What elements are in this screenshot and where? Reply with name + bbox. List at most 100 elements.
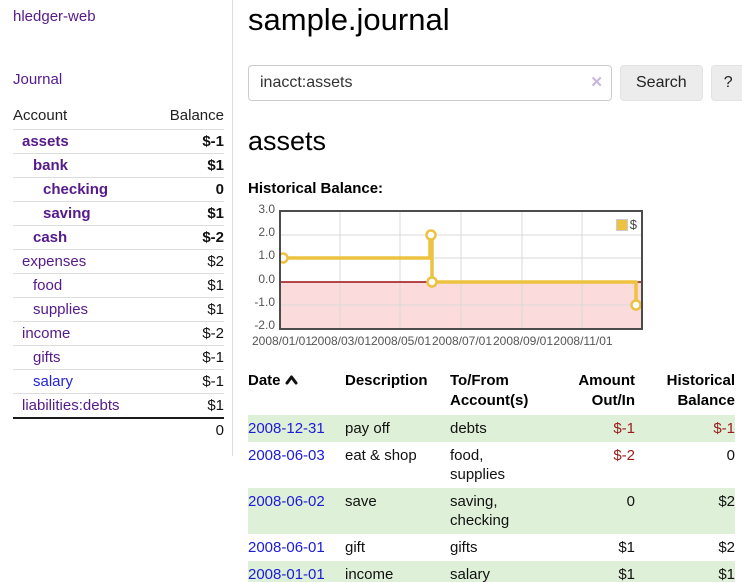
register-table: Date Description To/From Account(s) Amou…: [248, 369, 735, 582]
search-form: ✕ Search ?: [248, 65, 742, 101]
legend-color-swatch: [615, 218, 628, 231]
transaction-balance: 0: [726, 447, 735, 464]
table-row: 2008-06-03 eat & shop food, supplies $-2…: [248, 442, 735, 488]
table-row: food $1: [13, 273, 224, 298]
y-tick-label: -1.0: [254, 295, 275, 309]
x-tick-label: 2008/09/01: [492, 334, 554, 348]
x-tick-label: 2008/05/01: [370, 334, 432, 348]
table-row: checking 0: [13, 177, 224, 202]
description-column-header: Description: [345, 372, 428, 389]
table-row: 2008-06-01 gift gifts $1 $2: [248, 534, 735, 561]
table-row: bank $1: [13, 153, 224, 178]
y-tick-label: 1.0: [258, 248, 275, 262]
transaction-accounts: food, supplies: [450, 447, 506, 483]
account-heading: assets: [248, 126, 327, 156]
transaction-amount: $-2: [613, 447, 635, 464]
page-title: sample.journal: [248, 2, 450, 37]
account-link-bank[interactable]: bank: [33, 157, 69, 174]
y-tick-label: 3.0: [258, 202, 275, 216]
transaction-amount: 0: [626, 493, 635, 510]
transaction-amount: $-1: [613, 420, 635, 437]
accounts-tree-table: Account Balance assets $-1 bank $1 check…: [13, 104, 224, 442]
account-balance: $-1: [152, 345, 224, 370]
account-link-salary[interactable]: salary: [33, 373, 74, 390]
account-balance: $2: [152, 249, 224, 274]
account-balance: $1: [152, 393, 224, 418]
account-balance: 0: [152, 177, 224, 202]
account-link-assets[interactable]: assets: [22, 133, 69, 150]
transaction-date-link[interactable]: 2008-12-31: [248, 420, 325, 437]
table-row: cash $-2: [13, 225, 224, 250]
accounts-total-row: 0: [13, 417, 224, 442]
account-balance: $1: [152, 273, 224, 298]
account-link-income[interactable]: income: [22, 325, 71, 342]
clear-search-icon[interactable]: ✕: [590, 74, 603, 91]
x-tick-label: 2008/11/01: [553, 334, 613, 348]
x-tick-label: 2008/01/01: [251, 334, 313, 348]
transaction-description: income: [345, 566, 394, 582]
transaction-description: gift: [345, 539, 366, 556]
account-balance: $1: [152, 153, 224, 178]
transaction-date-link[interactable]: 2008-06-03: [248, 447, 325, 464]
table-row: salary $-1: [13, 369, 224, 394]
account-link-expenses[interactable]: expenses: [22, 253, 87, 270]
search-box: ✕: [248, 65, 612, 101]
date-column-header[interactable]: Date: [248, 369, 345, 415]
transaction-accounts: debts: [450, 420, 487, 437]
table-row: 2008-12-31 pay off debts $-1 $-1: [248, 415, 735, 442]
sidebar: hledger-web Journal Account Balance asse…: [0, 0, 233, 456]
account-balance: $-2: [152, 225, 224, 250]
register-header-row: Date Description To/From Account(s) Amou…: [248, 369, 735, 415]
account-link-gifts[interactable]: gifts: [33, 349, 61, 366]
transaction-accounts: salary: [450, 566, 491, 582]
balance-column-header: Historical Balance: [666, 372, 735, 409]
table-row: assets $-1: [13, 129, 224, 154]
y-tick-label: 2.0: [258, 225, 275, 239]
transaction-date-link[interactable]: 2008-06-02: [248, 493, 325, 510]
transaction-amount: $1: [618, 566, 635, 582]
legend-series-label: $: [629, 217, 637, 232]
sidebar-item-journal[interactable]: Journal: [13, 71, 63, 88]
transaction-balance: $2: [718, 493, 735, 510]
account-link-liabilities-debts[interactable]: liabilities:debts: [22, 397, 120, 414]
account-link-checking[interactable]: checking: [43, 181, 109, 198]
transaction-balance: $-1: [713, 420, 735, 437]
transaction-description: save: [345, 493, 377, 510]
account-balance: $1: [152, 297, 224, 322]
account-link-food[interactable]: food: [33, 277, 63, 294]
chart-canvas: [277, 212, 642, 328]
x-tick-label: 2008/07/01: [431, 334, 493, 348]
transaction-description: eat & shop: [345, 447, 417, 464]
account-link-supplies[interactable]: supplies: [33, 301, 89, 318]
hledger-web-link[interactable]: hledger-web: [13, 8, 96, 25]
table-row: liabilities:debts $1: [13, 393, 224, 418]
search-button[interactable]: Search: [620, 65, 703, 101]
chart-legend: $: [615, 217, 637, 232]
account-balance: $-1: [152, 369, 224, 394]
table-row: expenses $2: [13, 249, 224, 274]
y-tick-label: 0.0: [258, 272, 275, 286]
transaction-date-link[interactable]: 2008-06-01: [248, 539, 325, 556]
accounts-total-value: 0: [152, 417, 224, 442]
sort-ascending-icon: [285, 371, 298, 391]
search-input[interactable]: [248, 65, 612, 101]
x-tick-label: 2008/03/01: [310, 334, 372, 348]
table-row: gifts $-1: [13, 345, 224, 370]
table-row: income $-2: [13, 321, 224, 346]
date-header-label: Date: [248, 372, 281, 389]
transaction-balance: $1: [718, 566, 735, 582]
transaction-description: pay off: [345, 420, 390, 437]
chart-title: Historical Balance:: [248, 180, 384, 197]
account-balance: $-2: [152, 321, 224, 346]
y-tick-label: -2.0: [254, 318, 275, 332]
account-column-header: Account: [13, 107, 68, 124]
account-link-saving[interactable]: saving: [43, 205, 91, 222]
table-row: saving $1: [13, 201, 224, 226]
transaction-accounts: gifts: [450, 539, 478, 556]
account-balance: $-1: [152, 129, 224, 154]
transaction-balance: $2: [718, 539, 735, 556]
transaction-date-link[interactable]: 2008-01-01: [248, 566, 325, 582]
help-button[interactable]: ?: [710, 65, 742, 101]
sidebar-nav: Journal: [13, 71, 224, 88]
account-link-cash[interactable]: cash: [33, 229, 68, 246]
